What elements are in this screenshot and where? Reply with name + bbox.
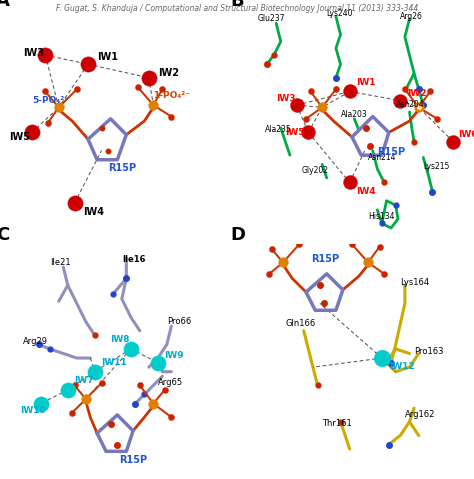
Text: IW12: IW12 [389,363,415,371]
Text: R15P: R15P [377,147,405,157]
Text: Ile21: Ile21 [50,258,71,267]
Text: Lys164: Lys164 [400,278,429,287]
Text: IW8: IW8 [110,335,130,344]
Text: A: A [0,0,9,10]
Text: IW11: IW11 [101,358,128,367]
Text: Arg162: Arg162 [405,410,435,419]
Text: IW3: IW3 [23,48,44,58]
Text: Glu237: Glu237 [258,14,285,23]
Text: R15P: R15P [310,254,339,264]
Text: IW3: IW3 [276,93,296,103]
Text: Lys215: Lys215 [423,162,450,171]
Text: Gly202: Gly202 [301,166,328,175]
Text: R15P: R15P [108,163,137,173]
Text: Asn204: Asn204 [396,101,424,109]
Text: B: B [230,0,244,10]
Text: Thr161: Thr161 [322,419,352,428]
Text: 5-PO₄²⁻: 5-PO₄²⁻ [32,96,69,105]
Text: IW1: IW1 [356,78,376,87]
Text: C: C [0,226,9,244]
Text: IW6: IW6 [458,130,474,139]
Text: Asn214: Asn214 [368,153,397,162]
Text: IW1: IW1 [97,52,118,62]
Text: Lys240: Lys240 [327,10,353,18]
Text: IW4: IW4 [83,207,105,217]
Text: IW5: IW5 [285,128,305,137]
Text: Arg26: Arg26 [400,11,423,21]
Text: IW5: IW5 [9,132,30,142]
Text: Pro163: Pro163 [414,346,444,355]
Text: Gln166: Gln166 [285,319,316,328]
Text: Ala235: Ala235 [264,125,292,135]
Text: IW9: IW9 [164,351,184,360]
Text: IW4: IW4 [356,187,376,196]
Text: Arg65: Arg65 [158,378,183,388]
Text: IW7: IW7 [74,376,94,385]
Text: IW10: IW10 [20,406,46,415]
Text: R15P: R15P [119,455,148,465]
Text: Ala203: Ala203 [340,110,367,118]
Text: 1-PO₄²⁻: 1-PO₄²⁻ [153,91,191,100]
Text: F. Gugat, S. Khanduja / Computational and Structural Biotechnology Journal 11 (2: F. Gugat, S. Khanduja / Computational an… [56,4,418,13]
Text: Ile16: Ile16 [122,255,146,264]
Text: Pro66: Pro66 [167,317,191,326]
Text: IW2: IW2 [158,68,179,78]
Text: IW2: IW2 [407,89,427,98]
Text: His134: His134 [368,212,395,221]
Text: D: D [230,226,245,244]
Text: Arg29: Arg29 [23,337,48,346]
